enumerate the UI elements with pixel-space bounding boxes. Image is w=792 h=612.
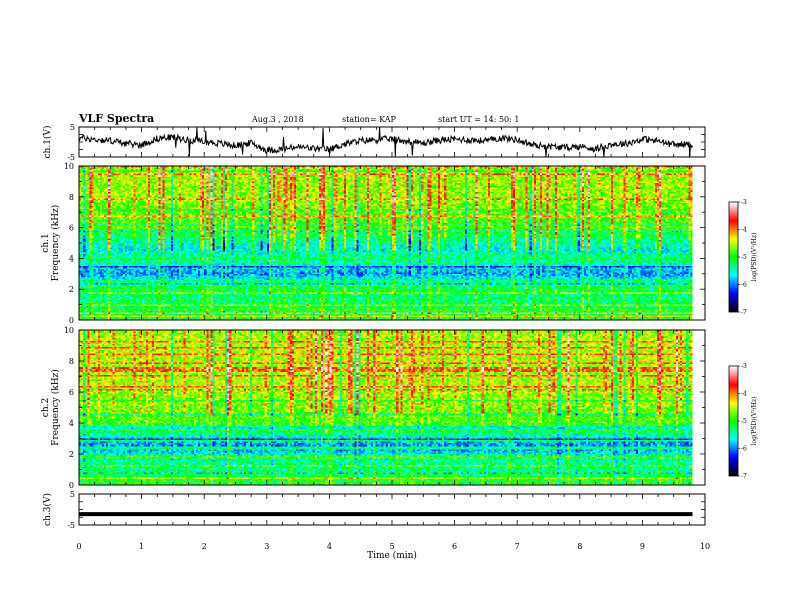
- y-tick-label: 4: [69, 254, 74, 263]
- colorbar-tick-label: -3: [741, 199, 747, 206]
- colorbar-gradient: [729, 202, 738, 312]
- x-tick-label: 4: [327, 542, 332, 551]
- colorbar-tick-label: -7: [741, 473, 747, 480]
- ch2-spectrogram-panel: 0 2 4 6 8 10 ch.2 Frequency (kHz): [41, 326, 706, 490]
- colorbar-label: log(PSD)(V²/Hz): [751, 233, 758, 282]
- figure-title: VLF Spectra: [78, 112, 154, 125]
- colorbar-tick-label: -5: [741, 254, 747, 261]
- y-tick-label: 5: [70, 123, 75, 132]
- y-tick-label: -5: [67, 521, 75, 530]
- x-tick-label: 3: [264, 542, 269, 551]
- x-tick-label: 2: [202, 542, 207, 551]
- header-date: Aug.3 , 2018: [251, 115, 304, 124]
- y-tick-label: 0: [69, 481, 74, 490]
- ch1-waveform-panel: 5 -5 ch.1(V): [42, 123, 706, 162]
- y-axis-label: ch.3(V): [42, 493, 53, 526]
- y-tick-label: 0: [69, 316, 74, 325]
- colorbar-tick-label: -3: [741, 363, 747, 370]
- ch1-colorbar: -3 -4 -5 -6 -7 log(PSD)(V²/Hz): [728, 199, 758, 316]
- y-tick-label: 4: [69, 419, 74, 428]
- y-tick-label: 2: [69, 450, 74, 459]
- y-axis-label: ch.1(V): [42, 126, 53, 159]
- y-tick-label: 8: [69, 193, 74, 202]
- x-tick-label: 6: [452, 542, 457, 551]
- header-start-time: start UT = 14: 50: 1: [438, 115, 519, 124]
- x-tick-label: 7: [515, 542, 520, 551]
- x-axis-label: Time (min): [367, 550, 417, 561]
- colorbar-tick-label: -7: [741, 309, 747, 316]
- ch1-spectrogram-panel: 0 2 4 6 8 10 ch.1 Frequency (kHz): [41, 162, 706, 325]
- x-tick-label: 8: [577, 542, 582, 551]
- x-tick-label: 9: [640, 542, 645, 551]
- colorbar-tick-label: -5: [741, 418, 747, 425]
- y-tick-label: 2: [69, 285, 74, 294]
- spectrogram-image: [79, 166, 705, 320]
- colorbar-gradient: [729, 366, 738, 476]
- y-tick-label: 5: [70, 490, 75, 499]
- x-tick-label: 10: [700, 542, 710, 551]
- spectrogram-image: [79, 330, 705, 485]
- x-tick-label: 5: [389, 542, 394, 551]
- y-tick-label: 6: [69, 388, 74, 397]
- y-axis-label: Frequency (kHz): [50, 369, 61, 446]
- waveform-trace: [78, 126, 693, 158]
- x-tick-label: 1: [139, 542, 144, 551]
- y-tick-label: 10: [64, 326, 74, 335]
- x-tick-label: 0: [76, 542, 81, 551]
- y-tick-label: 10: [64, 162, 74, 171]
- y-axis-label: ch.2: [41, 398, 51, 417]
- y-axis-label: ch.1: [41, 233, 51, 252]
- header-station: station= KAP: [342, 115, 397, 124]
- y-tick-label: -5: [67, 153, 75, 162]
- colorbar-tick-label: -4: [741, 227, 747, 234]
- colorbar-label: log(PSD)(V²/Hz): [751, 397, 758, 446]
- colorbar-tick-label: -6: [741, 282, 747, 289]
- colorbar-tick-label: -4: [741, 391, 747, 398]
- colorbar-tick-label: -6: [741, 446, 747, 453]
- ch2-colorbar: -3 -4 -5 -6 -7 log(PSD)(V²/Hz): [728, 363, 758, 480]
- ch3-waveform-panel: 5 -5 ch.3(V) 0 1 2 3 4 5 6 7 8 9 10 Time (min): [42, 490, 710, 561]
- y-tick-label: 8: [69, 357, 74, 366]
- y-tick-label: 6: [69, 224, 74, 233]
- y-axis-label: Frequency (kHz): [50, 205, 61, 282]
